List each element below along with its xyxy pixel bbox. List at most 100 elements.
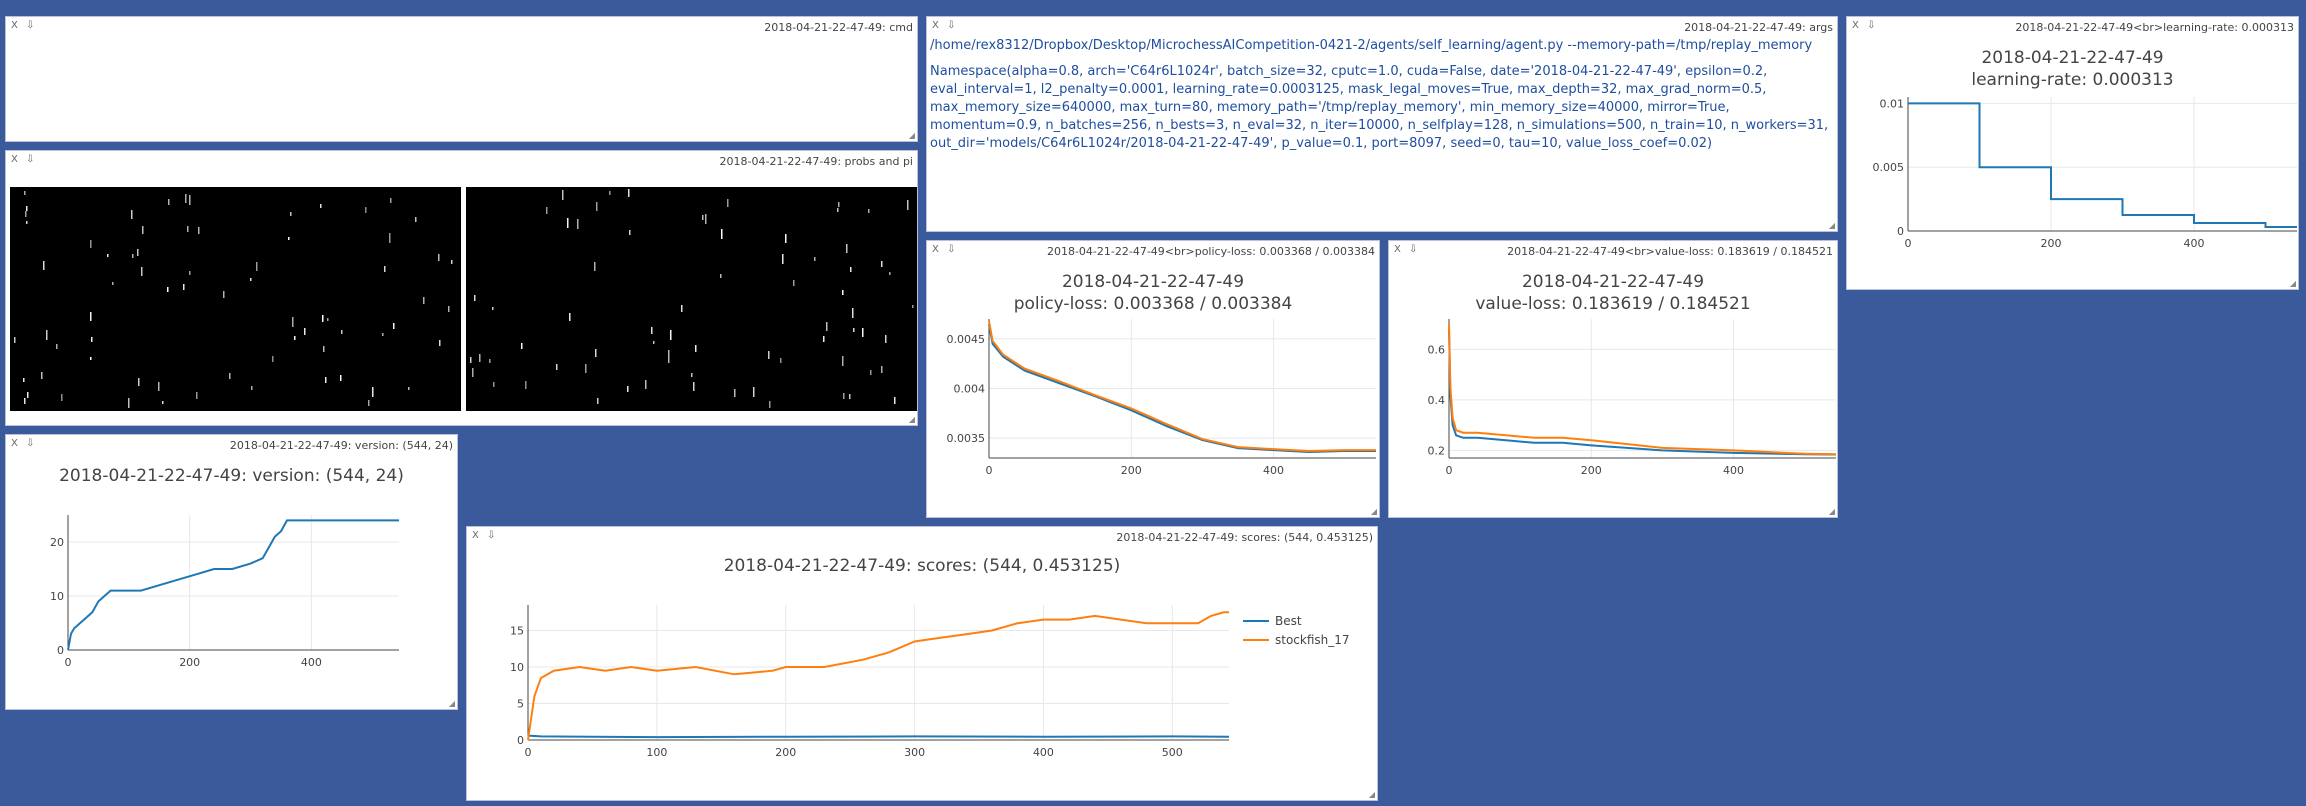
heat-cell <box>479 354 481 362</box>
heat-cell <box>853 328 855 332</box>
resize-handle-icon[interactable]: ◢ <box>908 131 915 140</box>
heat-cell <box>472 368 474 377</box>
series-line-1[interactable] <box>527 611 1229 741</box>
heat-cell <box>24 398 26 404</box>
pane-title: 2018-04-21-22-47-49: args <box>1684 21 1833 34</box>
heat-cell <box>850 267 852 272</box>
resize-handle-icon[interactable]: ◢ <box>448 699 455 708</box>
y-tick-label: 0.4 <box>1428 394 1446 407</box>
heat-cell <box>881 366 883 373</box>
series-line-1[interactable] <box>1448 324 1837 456</box>
heat-cell <box>852 308 854 318</box>
heat-cell <box>881 261 883 267</box>
x-tick-label: 200 <box>1581 464 1602 477</box>
heat-cell <box>691 373 693 377</box>
close-icon[interactable]: X <box>11 154 18 165</box>
chart-title: 2018-04-21-22-47-49 <box>1981 48 2164 68</box>
close-icon[interactable]: X <box>1394 244 1401 255</box>
heat-cell <box>14 337 16 343</box>
chart-subtitle: learning-rate: 0.000313 <box>1971 70 2174 90</box>
heat-cell <box>780 358 782 363</box>
version-pane: X ⇩ 2018-04-21-22-47-49: version: (544, … <box>5 434 458 710</box>
namespace-text: Namespace(alpha=0.8, arch='C64r6L1024r',… <box>930 64 1829 151</box>
close-icon[interactable]: X <box>932 244 939 255</box>
heat-cell <box>90 312 92 321</box>
heat-cell <box>23 378 25 382</box>
close-icon[interactable]: X <box>932 20 939 31</box>
download-icon[interactable]: ⇩ <box>947 244 956 255</box>
series-line-1[interactable] <box>988 320 1376 453</box>
legend-label[interactable]: stockfish_17 <box>1275 633 1350 647</box>
download-icon[interactable]: ⇩ <box>26 154 35 165</box>
chart-title: 2018-04-21-22-47-49 <box>1061 272 1245 292</box>
pane-titlebar[interactable]: X ⇩ 2018-04-21-22-47-49<br>learning-rate… <box>1847 17 2298 37</box>
download-icon[interactable]: ⇩ <box>26 20 35 31</box>
heat-cell <box>668 350 670 358</box>
pane-titlebar[interactable]: X ⇩ 2018-04-21-22-47-49: probs and pi <box>6 151 917 171</box>
resize-handle-icon[interactable]: ◢ <box>2289 279 2296 288</box>
x-tick-label: 300 <box>904 746 925 759</box>
download-icon[interactable]: ⇩ <box>1867 20 1876 31</box>
heat-cell <box>365 207 367 213</box>
close-icon[interactable]: X <box>1852 20 1859 31</box>
pane-titlebar[interactable]: X ⇩ 2018-04-21-22-47-49: scores: (544, 0… <box>467 527 1377 547</box>
heat-cell <box>325 377 327 383</box>
close-icon[interactable]: X <box>472 530 479 541</box>
learning-rate-pane: X ⇩ 2018-04-21-22-47-49<br>learning-rate… <box>1846 16 2299 290</box>
heat-cell <box>187 226 189 232</box>
heat-cell <box>390 198 392 203</box>
heat-cell <box>681 305 683 312</box>
heat-cell <box>862 328 864 337</box>
heat-cell <box>272 356 274 362</box>
heat-cell <box>223 291 225 298</box>
heat-cell <box>596 202 598 211</box>
y-tick-label: 0 <box>1897 225 1904 238</box>
series-line-0[interactable] <box>527 734 1230 739</box>
download-icon[interactable]: ⇩ <box>947 20 956 31</box>
heat-cell <box>768 351 770 359</box>
args-pane: X ⇩ 2018-04-21-22-47-49: args /home/rex8… <box>926 16 1838 232</box>
scores-chart[interactable]: 0 5 10 15 0 100 200 300 400 500 Best stockfish_17 <box>467 527 1377 800</box>
download-icon[interactable]: ⇩ <box>487 530 496 541</box>
heat-cell <box>693 382 695 391</box>
resize-handle-icon[interactable]: ◢ <box>908 415 915 424</box>
close-icon[interactable]: X <box>11 20 18 31</box>
pane-titlebar[interactable]: X ⇩ 2018-04-21-22-47-49: cmd <box>6 17 917 37</box>
heat-cell <box>842 356 844 366</box>
legend-label[interactable]: Best <box>1275 614 1302 628</box>
scores-pane: X ⇩ 2018-04-21-22-47-49: scores: (544, 0… <box>466 526 1378 801</box>
resize-handle-icon[interactable]: ◢ <box>1828 507 1835 516</box>
heat-cell <box>842 290 844 295</box>
x-tick-label: 0 <box>1446 464 1453 477</box>
pane-titlebar[interactable]: X ⇩ 2018-04-21-22-47-49: version: (544, … <box>6 435 457 455</box>
series-line-0[interactable] <box>1448 329 1837 456</box>
heat-cell <box>734 389 736 397</box>
heat-cell <box>837 208 839 212</box>
pane-titlebar[interactable]: X ⇩ 2018-04-21-22-47-49: args <box>927 17 1837 37</box>
heat-cell <box>132 254 134 258</box>
resize-handle-icon[interactable]: ◢ <box>1828 221 1835 230</box>
series-line-0[interactable] <box>67 519 399 651</box>
heat-cell <box>25 211 27 217</box>
pane-titlebar[interactable]: X ⇩ 2018-04-21-22-47-49<br>value-loss: 0… <box>1389 241 1837 261</box>
heat-cell <box>393 323 395 329</box>
policy-loss-chart[interactable]: 0.0035 0.004 0.0045 0 200 400 <box>927 241 1379 517</box>
close-icon[interactable]: X <box>11 438 18 449</box>
heat-cell <box>408 387 410 390</box>
heat-cell <box>720 274 722 278</box>
heat-cell <box>627 386 629 392</box>
heat-cell <box>585 364 587 373</box>
heat-cell <box>562 190 564 200</box>
value-loss-chart[interactable]: 0.2 0.4 0.6 0 200 400 <box>1389 241 1837 517</box>
resize-handle-icon[interactable]: ◢ <box>1368 790 1375 799</box>
heat-cell <box>912 305 914 308</box>
heat-cell <box>415 217 417 222</box>
download-icon[interactable]: ⇩ <box>26 438 35 449</box>
series-line-0[interactable] <box>1908 102 2297 228</box>
heat-cell <box>229 373 231 379</box>
learning-rate-chart[interactable]: 0 0.005 0.01 0 200 400 <box>1847 17 2298 289</box>
pane-titlebar[interactable]: X ⇩ 2018-04-21-22-47-49<br>policy-loss: … <box>927 241 1379 261</box>
download-icon[interactable]: ⇩ <box>1409 244 1418 255</box>
resize-handle-icon[interactable]: ◢ <box>1370 507 1377 516</box>
